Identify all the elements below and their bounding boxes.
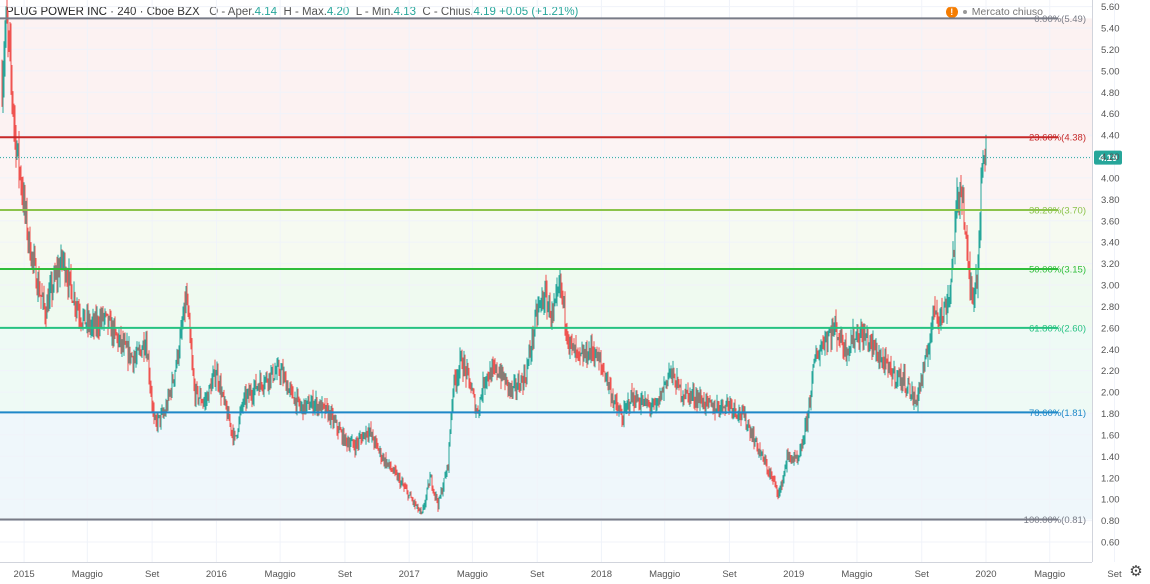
last-price-value: 4.19	[1099, 153, 1118, 164]
settings-gear-icon[interactable]: ⚙	[1129, 563, 1143, 580]
last-price-badge	[1094, 150, 1122, 165]
y-tick-label: 4.00	[1101, 173, 1120, 184]
market-status: ! Mercato chiuso	[945, 6, 1043, 18]
fib-band	[0, 327, 1092, 413]
change-value: +0.05 (+1.21%)	[499, 6, 579, 18]
x-tick-label: Maggio	[649, 569, 680, 580]
x-tick-label: 2018	[591, 569, 612, 580]
y-tick-label: 1.00	[1101, 495, 1120, 506]
fib-band	[0, 412, 1092, 520]
y-tick-label: 2.40	[1101, 345, 1120, 356]
y-tick-label: 4.20	[1101, 152, 1120, 163]
y-tick-label: 1.20	[1101, 473, 1120, 484]
market-status-label: Mercato chiuso	[971, 6, 1043, 18]
fib-level-label: 100.00%(0.81)	[1024, 515, 1086, 526]
x-tick-label: 2019	[783, 569, 804, 580]
x-tick-label: Set	[338, 569, 353, 580]
fib-band	[0, 210, 1092, 269]
y-tick-label: 3.80	[1101, 195, 1120, 206]
fib-level-label: 78.60%(1.81)	[1029, 408, 1086, 419]
open-value: 4.14	[254, 6, 278, 18]
x-tick-label: Maggio	[457, 569, 488, 580]
separator: ·	[110, 6, 118, 18]
y-tick-label: 4.80	[1101, 88, 1120, 99]
y-tick-label: 5.00	[1101, 66, 1120, 77]
x-tick-label: Maggio	[1034, 569, 1065, 580]
interval-label[interactable]: 240	[117, 6, 137, 18]
close-label: C - Chius.	[422, 6, 474, 18]
open-label: O - Aper.	[209, 6, 255, 18]
y-tick-label: 5.20	[1101, 45, 1120, 56]
y-tick-label: 3.40	[1101, 238, 1120, 249]
x-tick-label: 2016	[206, 569, 227, 580]
x-tick-label: Set	[145, 569, 160, 580]
y-tick-label: 2.20	[1101, 366, 1120, 377]
y-tick-label: 2.80	[1101, 302, 1120, 313]
close-value: 4.19	[473, 6, 496, 18]
x-tick-label: Maggio	[72, 569, 103, 580]
fib-band	[0, 18, 1092, 138]
status-dot-icon	[962, 10, 967, 14]
fib-level-label: 50.00%(3.15)	[1029, 264, 1086, 275]
y-tick-label: 2.00	[1101, 388, 1120, 399]
fib-band	[0, 137, 1092, 211]
x-tick-label: Set	[530, 569, 545, 580]
y-tick-label: 0.80	[1101, 516, 1120, 527]
y-tick-label: 5.40	[1101, 24, 1120, 35]
x-tick-label: Maggio	[841, 569, 872, 580]
y-tick-label: 1.40	[1101, 452, 1120, 463]
separator: ·	[139, 6, 147, 18]
chart-header: PLUG POWER INC · 240 · Cboe BZX O - Aper…	[6, 6, 578, 18]
y-tick-label: 3.20	[1101, 259, 1120, 270]
y-tick-label: 4.40	[1101, 131, 1120, 142]
y-tick-label: 4.60	[1101, 109, 1120, 120]
fib-level-label: 23.60%(4.38)	[1029, 133, 1086, 144]
low-label: L - Min.	[355, 6, 394, 18]
x-tick-label: 2015	[14, 569, 35, 580]
y-tick-label: 2.60	[1101, 323, 1120, 334]
x-tick-label: Maggio	[265, 569, 296, 580]
low-value: 4.13	[393, 6, 416, 18]
fib-level-label: 0.00%(5.49)	[1034, 14, 1086, 25]
x-tick-label: Set	[722, 569, 737, 580]
alert-icon[interactable]: !	[945, 6, 958, 18]
y-tick-label: 5.60	[1101, 2, 1120, 13]
x-tick-label: Set	[915, 569, 930, 580]
x-tick-label: 2020	[975, 569, 996, 580]
symbol-name[interactable]: PLUG POWER INC	[6, 6, 107, 18]
x-tick-label: 2017	[399, 569, 420, 580]
high-label: H - Max.	[283, 6, 327, 18]
y-tick-label: 1.60	[1101, 430, 1120, 441]
fib-level-label: 38.20%(3.70)	[1029, 206, 1086, 217]
high-value: 4.20	[326, 6, 350, 18]
fib-level-label: 61.80%(2.60)	[1029, 323, 1086, 334]
y-tick-label: 1.80	[1101, 409, 1120, 420]
y-tick-label: 3.60	[1101, 216, 1120, 227]
y-tick-label: 3.00	[1101, 281, 1120, 292]
y-tick-label: 0.60	[1101, 538, 1120, 549]
exchange-label: Cboe BZX	[146, 6, 200, 18]
x-tick-label: Set	[1107, 569, 1122, 580]
